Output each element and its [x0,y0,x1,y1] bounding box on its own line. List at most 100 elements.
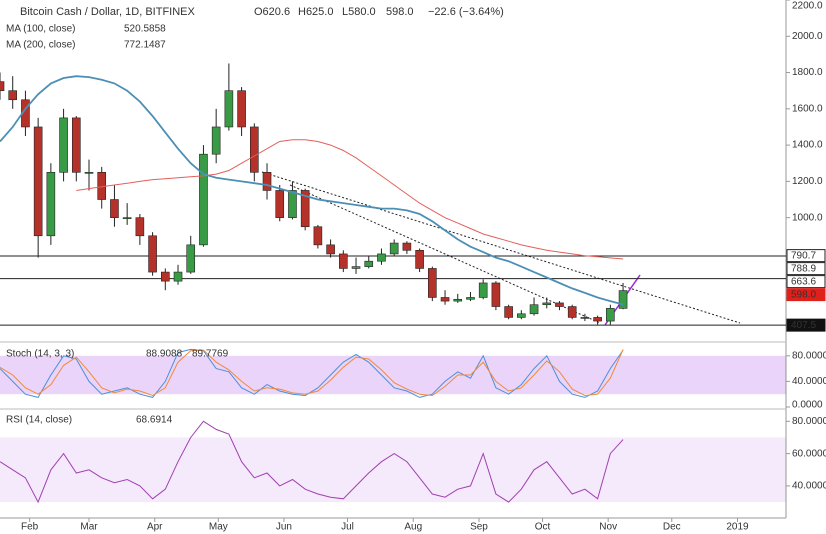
ma-line [0,75,624,306]
candle-body [440,297,450,302]
y-tick-label: 1200.0 [792,176,823,187]
candle-body [618,290,628,309]
trendline [289,184,601,324]
plot-bg [0,0,786,518]
x-tick-label: Apr [147,522,163,533]
candle-body [580,317,590,319]
candle-body [8,90,18,101]
candle-body [389,242,399,255]
y-tick-label: 1000.0 [792,212,823,223]
stoch-band [0,355,786,395]
legend-value: 68.6914 [136,415,173,426]
x-tick-label: Dec [663,522,681,533]
candle-body [186,244,196,273]
candle-body [288,190,297,218]
y-tick-label: 60.0000 [792,448,826,459]
candle-body [33,126,43,237]
candle-body [173,271,183,282]
x-tick-label: May [209,522,228,533]
x-tick-label: Jul [341,522,354,533]
candle-body [529,304,539,315]
rsi-line [0,420,624,504]
y-tick-label: 1400.0 [792,140,823,151]
y-tick-label: 1600.0 [792,103,823,114]
price-label: 663.6 [791,276,816,287]
candle-body [377,253,386,262]
price-label-box [786,288,826,302]
legend-name: RSI (14, close) [6,415,72,426]
legend-value: 772.1487 [124,40,166,51]
stoch-k [0,348,624,398]
x-tick-label: Feb [21,522,39,533]
ohlc: O620.6 [254,6,290,18]
legend-value: 520.5858 [124,24,166,35]
x-tick-label: Sep [470,522,488,533]
price-label-box [786,262,826,276]
candle-body [542,302,552,306]
candle-body [593,317,602,322]
x-tick-label: 2019 [726,522,749,533]
x-tick-label: Oct [535,522,551,533]
candle-body [300,190,310,228]
y-tick-label: 2000.0 [792,31,823,42]
candle-body [606,308,615,322]
candle-body [237,90,246,128]
price-label: 407.5 [791,320,816,331]
candle-body [339,253,348,269]
candle-body [491,282,501,307]
price-label-box [786,249,826,263]
candle-body [262,172,272,191]
candle-body [59,117,68,173]
candle-body [161,271,170,282]
price-label-box [786,275,826,289]
candle-body [110,199,119,218]
candle-body [453,298,463,302]
candle-body [428,268,437,298]
ohlc: 598.0 [386,6,414,18]
candle-body [71,117,81,173]
y-tick-label: 80.0000 [792,416,826,427]
y-tick-label: 2200.0 [792,1,823,12]
ohlc: L580.0 [342,6,376,18]
candle-body [478,282,488,298]
x-tick-label: Jun [276,522,292,533]
candle-body [122,217,132,219]
candle-body [567,306,577,318]
price-label: 790.7 [791,250,816,261]
rsi-band [0,437,786,503]
candle-body [0,81,5,91]
ohlc: H625.0 [298,6,333,18]
ohlc: −22.6 (−3.64%) [428,6,504,18]
candle-body [364,260,374,267]
candle-body [275,190,285,218]
candle-body [517,313,526,318]
price-label-box [786,318,826,332]
x-tick-label: Nov [599,522,617,533]
candle-body [555,302,564,307]
candle-body [326,244,335,255]
candle-body [211,126,221,155]
legend-name: MA (100, close) [6,24,75,35]
x-tick-label: Aug [404,522,422,533]
x-tick-label: Mar [80,522,98,533]
price-label: 788.9 [791,263,816,274]
y-tick-label: 80.0000 [792,350,826,361]
candle-body [84,172,94,174]
legend-value: 89.7769 [192,349,229,360]
legend-name: Stoch (14, 3, 3) [6,349,74,360]
candle-body [504,306,513,318]
ma-line [76,139,624,260]
stoch-d [0,349,624,397]
y-tick-label: 40.0000 [792,481,826,492]
candle-body [224,90,234,128]
candle-body [199,153,208,246]
candle-body [313,226,323,246]
candle-body [351,266,361,269]
candle-body [135,217,145,237]
price-label: 598.0 [791,289,816,300]
legend-name: MA (200, close) [6,40,75,51]
candle-body [148,235,157,273]
title: Bitcoin Cash / Dollar, 1D, BITFINEX [20,6,195,18]
candle-body [46,172,56,237]
